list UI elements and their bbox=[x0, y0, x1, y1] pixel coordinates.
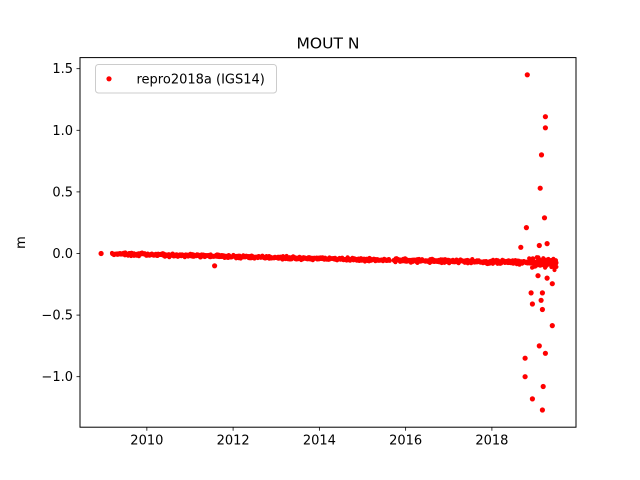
outlier-point bbox=[539, 306, 546, 313]
y-tick-label: 1.5 bbox=[52, 62, 73, 77]
legend-marker-icon bbox=[106, 76, 112, 82]
outlier-point bbox=[524, 72, 530, 78]
outlier-point bbox=[540, 383, 546, 390]
outlier-point bbox=[542, 125, 549, 131]
data-point bbox=[531, 256, 536, 261]
data-point bbox=[527, 261, 533, 266]
x-tick-label: 2010 bbox=[130, 434, 163, 449]
legend-label: repro2018a (IGS14) bbox=[137, 72, 265, 87]
outlier-point bbox=[544, 275, 550, 281]
x-tick-label: 2016 bbox=[389, 434, 422, 449]
y-tick-label: −1.0 bbox=[41, 370, 73, 385]
y-tick-label: 0.5 bbox=[52, 185, 73, 200]
x-axis-ticks: 2010 2012 2014 2016 2018 bbox=[130, 427, 508, 449]
outlier-point bbox=[529, 396, 536, 402]
data-point bbox=[547, 261, 552, 266]
x-tick-label: 2014 bbox=[303, 434, 336, 449]
outlier-point bbox=[537, 185, 543, 191]
outlier-point bbox=[98, 250, 104, 257]
plot-area bbox=[79, 57, 577, 428]
outlier-point bbox=[529, 301, 536, 307]
chart-title: MOUT N bbox=[297, 35, 360, 53]
outlier-point bbox=[522, 374, 528, 380]
legend: repro2018a (IGS14) bbox=[95, 64, 277, 94]
data-point bbox=[530, 265, 535, 270]
x-tick-label: 2012 bbox=[217, 434, 250, 449]
y-axis-label: m bbox=[14, 236, 29, 249]
outlier-point bbox=[538, 297, 544, 303]
data-point bbox=[543, 265, 548, 270]
data-point bbox=[387, 258, 392, 263]
data-point bbox=[552, 267, 557, 273]
scatter-points bbox=[98, 72, 559, 413]
outlier-point bbox=[549, 281, 555, 287]
outlier-point bbox=[528, 290, 534, 296]
outlier-point bbox=[212, 263, 218, 269]
y-axis-ticks: −1.0 −0.5 0.0 0.5 1.0 1.5 bbox=[41, 62, 80, 385]
data-point bbox=[535, 263, 540, 268]
outlier-point bbox=[541, 215, 548, 221]
outlier-point bbox=[544, 241, 550, 247]
data-point bbox=[551, 256, 556, 261]
outlier-point bbox=[536, 343, 542, 349]
outlier-point bbox=[536, 242, 542, 249]
y-tick-label: −0.5 bbox=[41, 309, 73, 324]
data-point bbox=[554, 264, 559, 269]
outlier-point bbox=[518, 244, 524, 250]
y-tick-label: 0.0 bbox=[52, 247, 73, 262]
legend-box bbox=[95, 64, 277, 94]
data-point bbox=[541, 260, 546, 265]
outlier-point bbox=[538, 152, 545, 158]
outlier-point bbox=[542, 350, 549, 356]
outlier-point bbox=[539, 407, 546, 413]
outlier-point bbox=[539, 290, 546, 296]
outlier-point bbox=[523, 225, 530, 231]
y-tick-label: 1.0 bbox=[52, 124, 73, 139]
data-point bbox=[535, 258, 540, 263]
outlier-point bbox=[522, 355, 528, 361]
outlier-point bbox=[535, 273, 541, 279]
outlier-point bbox=[549, 323, 555, 329]
x-tick-label: 2018 bbox=[475, 434, 508, 449]
outlier-point bbox=[542, 114, 549, 120]
